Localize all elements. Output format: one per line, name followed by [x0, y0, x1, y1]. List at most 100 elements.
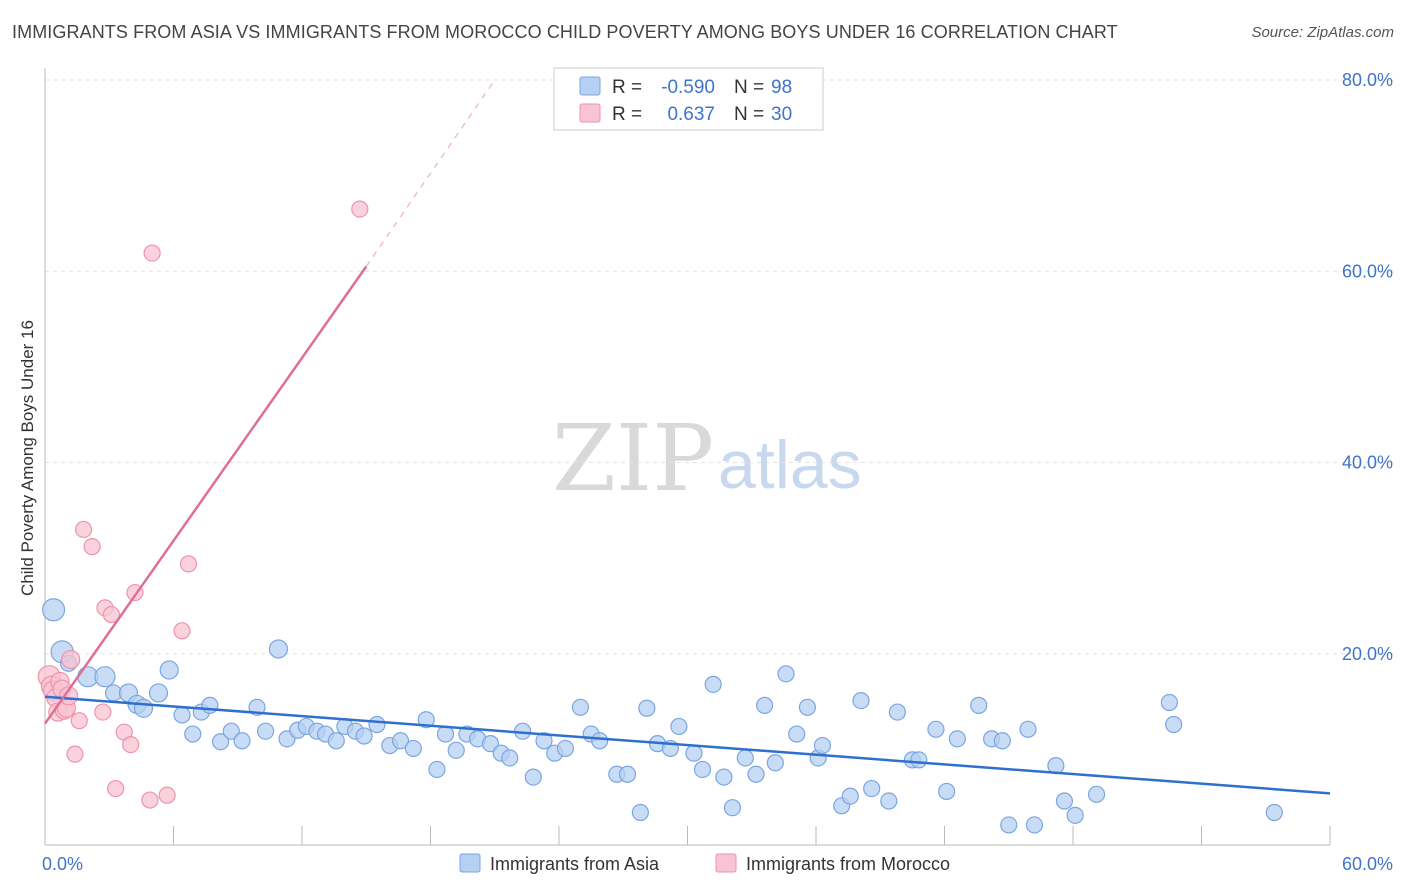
data-point-asia	[1055, 792, 1074, 810]
data-point-morocco	[158, 786, 176, 804]
data-point-asia	[841, 787, 859, 805]
source-credit: Source: ZipAtlas.com	[1251, 24, 1394, 41]
data-point-asia	[1000, 816, 1018, 834]
data-point-asia	[173, 706, 191, 724]
data-point-asia	[766, 754, 784, 772]
data-point-asia	[201, 696, 219, 714]
data-point-asia	[798, 698, 817, 716]
data-point-asia	[481, 735, 500, 753]
data-point-morocco	[58, 686, 79, 706]
x-tick-label: 60.0%	[1342, 854, 1393, 874]
data-point-asia	[571, 698, 590, 716]
watermark-atlas: atlas	[718, 427, 862, 503]
trend-lines	[43, 79, 1331, 795]
data-point-asia	[535, 732, 553, 750]
trend-line-morocco	[43, 265, 368, 725]
correlation-legend: R = -0.590 N = 98 R = 0.637 N = 30	[553, 67, 824, 131]
legend-swatch-morocco	[579, 103, 601, 123]
data-point-morocco	[83, 538, 101, 556]
data-point-asia	[94, 666, 116, 688]
legend-n-value-morocco: 30	[771, 104, 792, 125]
x-tick-label: 0.0%	[42, 854, 83, 874]
series-morocco-points	[37, 200, 369, 809]
data-point-asia	[447, 741, 465, 759]
data-point-asia	[501, 749, 519, 767]
data-point-asia	[863, 779, 881, 798]
data-point-asia	[993, 732, 1011, 750]
legend-swatch-asia	[579, 76, 601, 96]
data-point-asia	[685, 744, 703, 762]
data-point-morocco	[94, 703, 112, 721]
data-point-asia	[212, 733, 230, 751]
data-point-asia	[813, 736, 832, 755]
data-point-asia	[670, 717, 688, 736]
data-point-asia	[723, 799, 742, 817]
data-point-asia	[788, 725, 806, 743]
data-point-asia	[556, 739, 575, 758]
data-point-asia	[428, 760, 446, 779]
legend-r-label-morocco: R =	[612, 104, 642, 125]
legend-n-label-asia: N =	[734, 77, 764, 98]
data-point-asia	[1160, 693, 1178, 712]
data-point-morocco	[351, 200, 369, 218]
data-point-asia	[888, 703, 906, 721]
y-tick-label: 80.0%	[1342, 70, 1393, 90]
data-point-asia	[755, 696, 774, 714]
data-point-asia	[693, 760, 712, 779]
data-point-asia	[327, 732, 345, 750]
data-point-asia	[256, 722, 275, 740]
y-tick-labels: 20.0% 40.0% 60.0% 80.0%	[1342, 70, 1393, 664]
data-point-morocco	[66, 745, 84, 763]
data-point-asia	[927, 720, 945, 738]
data-point-asia	[148, 683, 169, 703]
data-point-asia	[736, 749, 754, 767]
data-point-asia	[1265, 803, 1283, 822]
chart-title: IMMIGRANTS FROM ASIA VS IMMIGRANTS FROM …	[12, 22, 1118, 42]
data-point-asia	[417, 711, 435, 729]
data-point-asia	[233, 732, 251, 750]
y-tick-label: 60.0%	[1342, 261, 1393, 281]
data-point-asia	[184, 725, 202, 743]
data-point-asia	[524, 768, 542, 786]
data-point-asia	[704, 675, 722, 693]
data-point-morocco	[61, 649, 81, 670]
series-asia-points	[41, 598, 1283, 834]
data-point-morocco	[122, 735, 140, 754]
data-point-asia	[1087, 785, 1106, 803]
data-point-asia	[747, 765, 765, 783]
y-tick-label: 20.0%	[1342, 644, 1393, 664]
y-tick-label: 40.0%	[1342, 453, 1393, 473]
data-point-asia	[970, 696, 988, 714]
data-point-morocco	[141, 791, 159, 809]
data-point-morocco	[173, 622, 191, 640]
data-point-asia	[159, 660, 179, 680]
data-point-asia	[715, 768, 733, 786]
legend-n-value-asia: 98	[771, 77, 792, 98]
data-point-asia	[591, 732, 609, 750]
data-point-asia	[1165, 715, 1183, 734]
data-point-asia	[938, 782, 956, 801]
data-point-morocco	[107, 779, 125, 798]
data-point-morocco	[74, 520, 93, 539]
data-point-asia	[1066, 806, 1084, 824]
legend-r-value-morocco: 0.637	[667, 104, 715, 125]
bottom-legend-label-asia: Immigrants from Asia	[490, 854, 660, 874]
data-point-asia	[1019, 720, 1037, 738]
bottom-legend-swatch-morocco	[715, 853, 737, 873]
data-point-asia	[910, 751, 928, 769]
data-point-asia	[404, 739, 422, 758]
series-legend: Immigrants from Asia Immigrants from Mor…	[459, 853, 950, 874]
legend-r-value-asia: -0.590	[661, 77, 715, 98]
data-point-morocco	[143, 244, 161, 262]
bottom-legend-swatch-asia	[459, 853, 481, 873]
data-point-morocco	[102, 605, 120, 624]
data-point-asia	[852, 692, 870, 710]
data-point-asia	[391, 732, 410, 750]
axes	[44, 68, 1331, 846]
x-tick-labels: 0.0% 60.0%	[42, 854, 1393, 874]
watermark: ZIP atlas	[552, 405, 862, 512]
data-point-morocco	[179, 555, 198, 573]
data-point-asia	[222, 722, 240, 740]
trend-line-asia	[44, 695, 1331, 795]
y-axis-title: Child Poverty Among Boys Under 16	[18, 320, 37, 596]
